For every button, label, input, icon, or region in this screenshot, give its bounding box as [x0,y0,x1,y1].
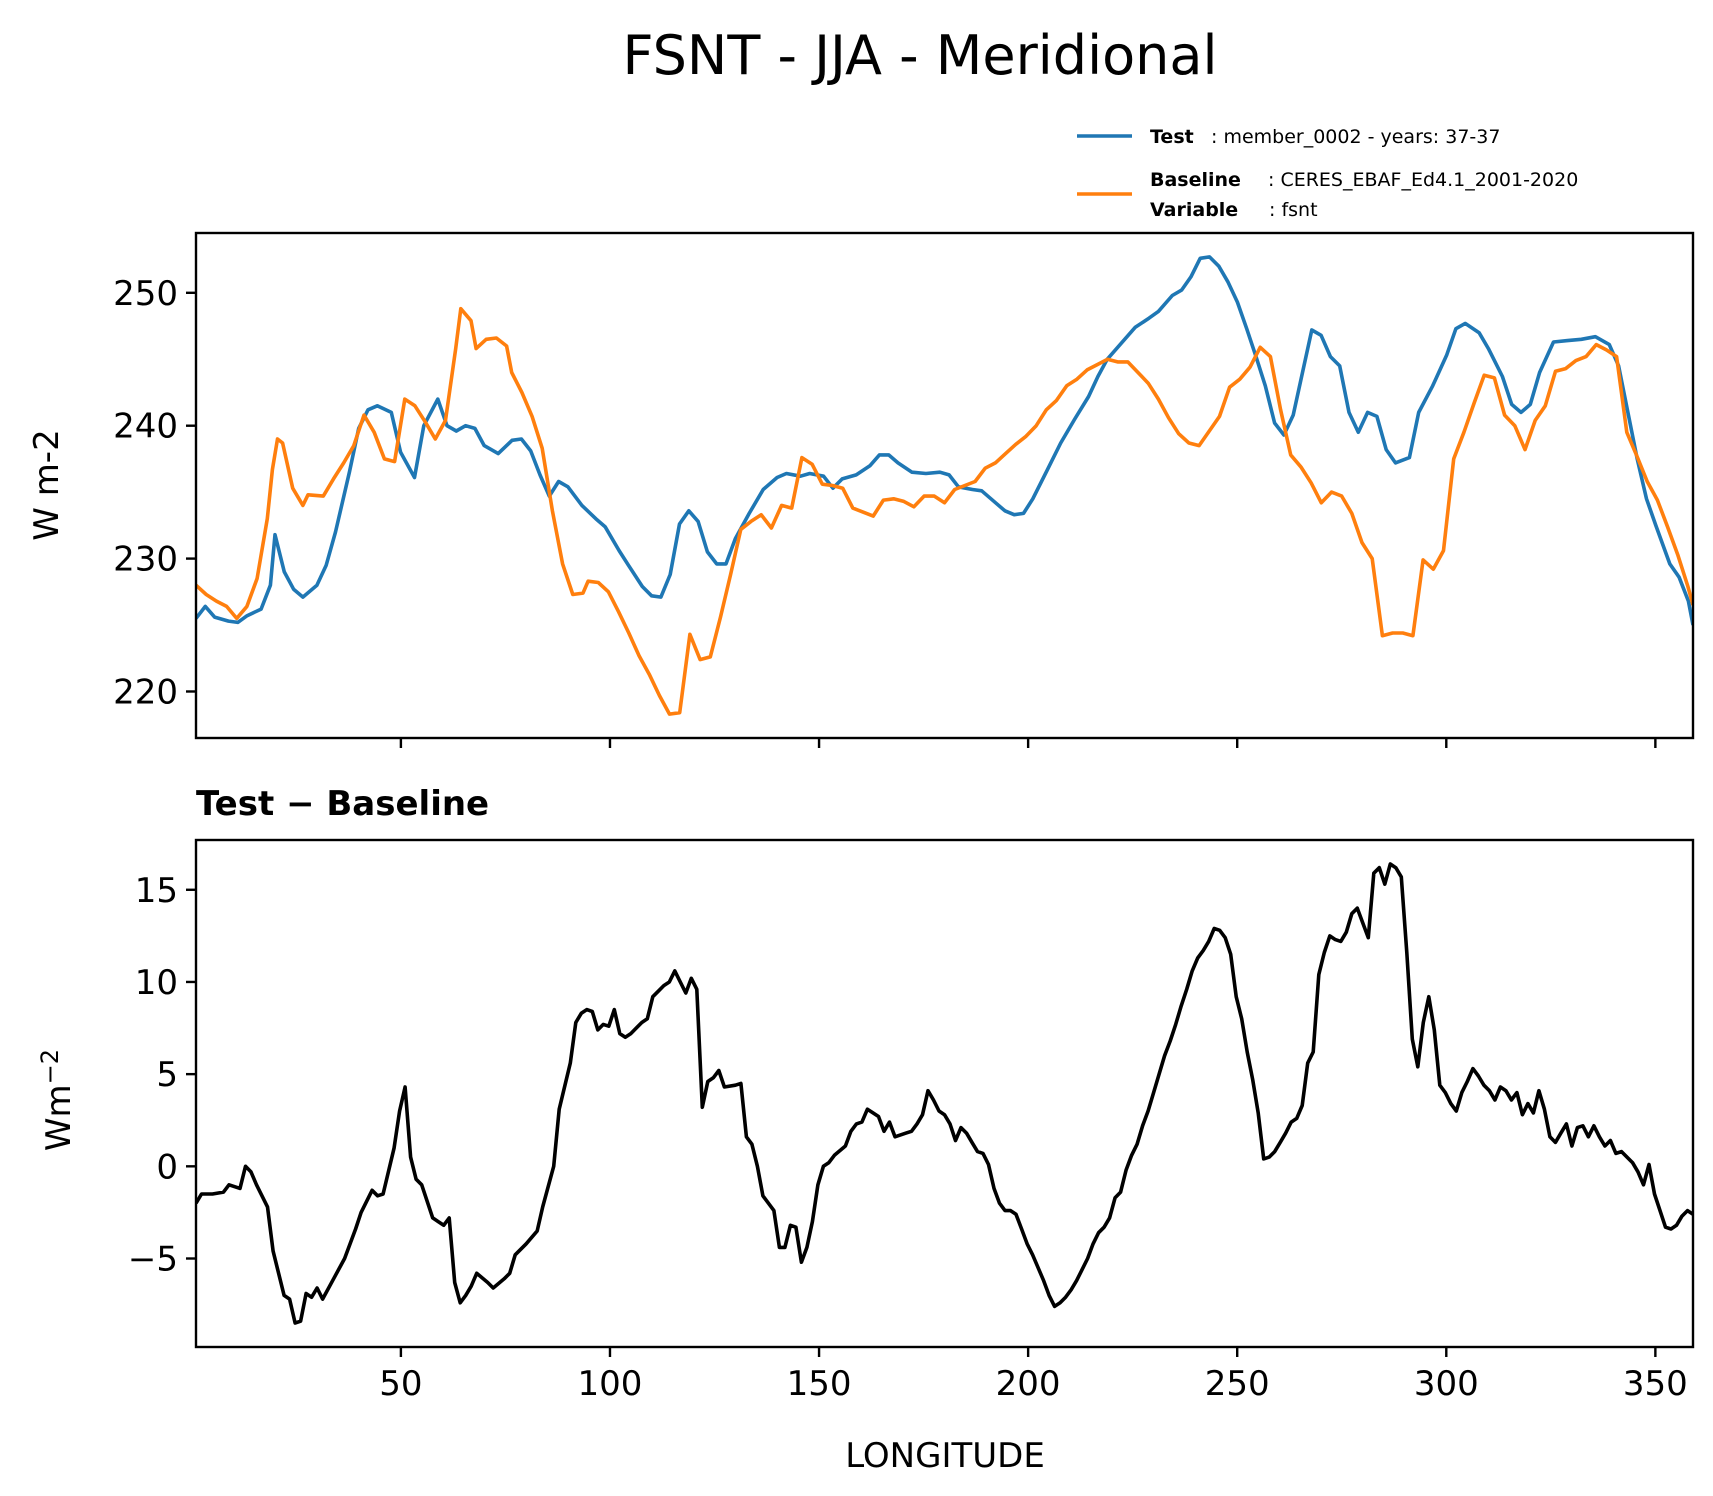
y-tick-label: 230 [113,540,178,580]
bottom-x-axis-label: LONGITUDE [845,1436,1045,1476]
legend-baseline-key: Baseline [1150,169,1241,191]
y-tick-label: 240 [113,407,178,447]
top-y-axis-label: W m-2 [27,429,67,540]
legend-baseline-text: : CERES_EBAF_Ed4.1_2001-2020 [1268,169,1578,191]
x-tick-label: 200 [996,1364,1061,1404]
legend-variable-key: Variable [1150,199,1238,221]
y-tick-label: 15 [135,871,178,911]
bottom-axes-frame [194,838,1695,1349]
series-line-test-baseline [196,862,1693,1325]
y-tick-label: −5 [128,1240,178,1280]
bottom-y-axis-label-base: Wm [39,1084,79,1151]
x-tick-label: 250 [1205,1364,1270,1404]
x-tick-label: 100 [578,1364,643,1404]
top-series-group [196,255,1693,716]
bottom-series-group [196,862,1693,1325]
bottom-panel-title: Test − Baseline [196,784,489,824]
x-tick-label: 300 [1414,1364,1479,1404]
top-ticks-group: 220 230 240 250 [113,274,1657,748]
figure-title: FSNT - JJA - Meridional [623,24,1218,87]
legend-test-key: Test [1150,126,1194,148]
x-tick-label: 350 [1623,1364,1688,1404]
y-tick-label: 250 [113,274,178,314]
legend-variable-text: : fsnt [1269,199,1318,221]
y-tick-label: 0 [156,1147,178,1187]
series-line-test [196,255,1693,626]
x-tick-label: 150 [787,1364,852,1404]
legend: Test : member_0002 - years: 37-37 Baseli… [1077,126,1578,221]
bottom-ticks-group: −5 0 5 10 15 50 100 150 200 250 300 350 [128,871,1688,1404]
top-axes-frame [194,231,1695,740]
bottom-panel: −5 0 5 10 15 50 100 150 200 250 300 350 Wm−2 LONGIT… [36,838,1695,1476]
top-panel: 220 230 240 250 W m-2 [27,231,1695,748]
legend-test-text: : member_0002 - years: 37-37 [1211,126,1500,148]
series-line-baseline [196,306,1693,716]
y-tick-label: 220 [113,672,178,712]
y-tick-label: 10 [135,963,178,1003]
bottom-y-axis-label-exponent: −2 [36,1049,64,1084]
x-tick-label: 50 [379,1364,422,1404]
bottom-y-axis-label: Wm−2 [36,1049,79,1151]
y-tick-label: 5 [156,1055,178,1095]
